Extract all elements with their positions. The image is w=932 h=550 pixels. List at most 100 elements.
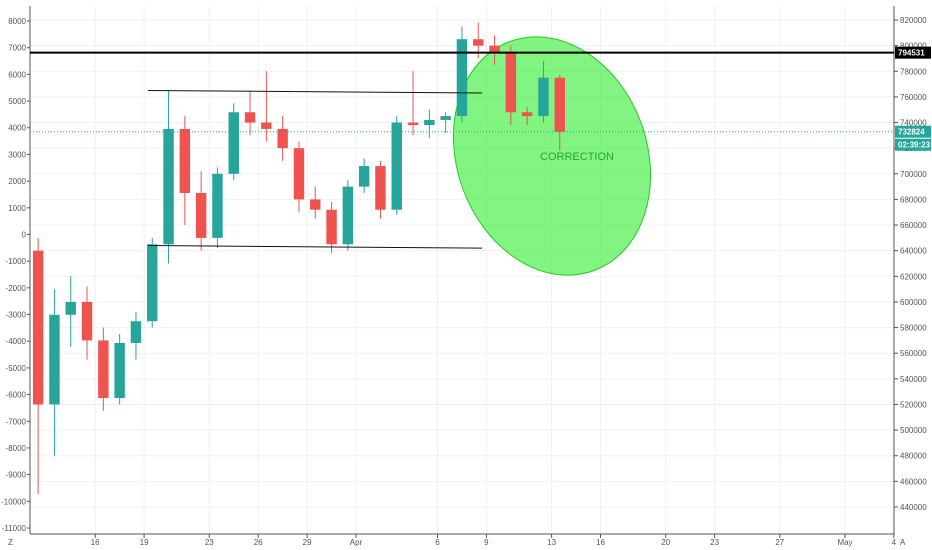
candle-body [65, 301, 76, 315]
candle-body [342, 186, 354, 245]
candle-body [473, 39, 484, 46]
x-tick-label: May [837, 538, 852, 547]
candle-body [440, 116, 451, 120]
right-tick-label: 520000 [900, 400, 927, 409]
left-axis-ticks: 8000 7000 6000 5000 4000 3000 2000 1000 0 -1000 -2… [1, 17, 30, 533]
left-tick-label: -8000 [6, 444, 27, 453]
resistance-badge [895, 46, 931, 59]
right-tick-label: 740000 [900, 119, 927, 128]
candle-body [277, 128, 288, 149]
candle-body [81, 301, 93, 341]
left-tick-label: -3000 [6, 311, 27, 320]
candles [32, 22, 565, 495]
left-tick-label: -2000 [6, 284, 27, 293]
left-tick-label: 6000 [8, 70, 26, 79]
left-tick-label: -5000 [6, 364, 27, 373]
candle-body [98, 340, 109, 399]
trend-line-upper [148, 89, 483, 94]
candle-body [521, 112, 533, 117]
right-tick-label: 580000 [900, 324, 927, 333]
current-price-badge-label: 732824 [898, 128, 925, 137]
right-axis-ticks: 8200008000007800007600007400007200007000… [894, 16, 927, 512]
overlays [30, 51, 894, 249]
left-tick-label: 5000 [8, 97, 26, 106]
candle-body [147, 244, 158, 322]
x-tick-label: 9 [484, 538, 489, 547]
x-tick-label: 23 [205, 538, 214, 547]
left-tick-label: 0 [22, 230, 27, 239]
left-tick-label: 1000 [8, 204, 26, 213]
left-tick-label: -6000 [6, 391, 27, 400]
candle-body [32, 250, 44, 405]
right-tick-label: 800000 [900, 42, 927, 51]
right-tick-label: 440000 [900, 503, 927, 512]
left-tick-label: -11000 [2, 524, 27, 533]
candle-body [310, 199, 321, 210]
right-tick-label: 680000 [900, 195, 927, 204]
correction-label: CORRECTION [540, 151, 614, 163]
right-tick-label: 560000 [900, 349, 927, 358]
right-tick-label: 480000 [900, 452, 927, 461]
candle-body [244, 112, 256, 123]
candle-body [407, 122, 419, 126]
candle-body [424, 119, 435, 126]
candle-body [358, 166, 370, 187]
left-tick-label: -4000 [6, 337, 27, 346]
right-tick-label: 640000 [900, 247, 927, 256]
left-tick-label: 2000 [8, 177, 26, 186]
annotation-layer: CORRECTION [452, 36, 652, 276]
right-tick-label: 660000 [900, 221, 927, 230]
left-tick-label: -7000 [6, 417, 27, 426]
x-tick-label: 4 [892, 538, 897, 547]
left-tick-label: 4000 [8, 124, 26, 133]
countdown-badge-label: 02:39:23 [898, 141, 931, 150]
left-tick-label: 3000 [8, 150, 26, 159]
right-tick-label: 620000 [900, 272, 927, 281]
candle-body [130, 321, 142, 343]
left-tick-label: -9000 [6, 471, 27, 480]
candle-body [261, 122, 272, 129]
x-axis-ticks: 16 19 23 26 29 Apr 6 9 13 16 20 23 27 May 4 [91, 534, 897, 547]
x-tick-label: 6 [435, 538, 440, 547]
candle-body [391, 122, 402, 210]
price-badges: 794531 732824 02:39:23 [895, 46, 931, 151]
candle-body [538, 77, 549, 117]
candle-body [179, 128, 191, 194]
candle-body [163, 128, 174, 245]
x-tick-label: 23 [710, 538, 719, 547]
corner-label-right: A [900, 538, 906, 547]
x-tick-label: Apr [350, 538, 363, 547]
correction-ellipse [452, 36, 652, 276]
right-tick-label: 700000 [900, 170, 927, 179]
candle-body [554, 77, 565, 132]
x-tick-label: 16 [91, 538, 100, 547]
right-tick-label: 760000 [900, 93, 927, 102]
candle-body [375, 166, 386, 210]
candle-body [505, 52, 517, 113]
candle-body [489, 45, 500, 53]
candle-body [114, 342, 125, 399]
x-tick-label: 26 [254, 538, 263, 547]
candle-body [293, 148, 305, 200]
x-tick-label: 20 [661, 538, 670, 547]
right-tick-label: 540000 [900, 375, 927, 384]
right-tick-label: 600000 [900, 298, 927, 307]
x-tick-label: 19 [140, 538, 149, 547]
trend-line-lower [148, 245, 483, 249]
countdown-badge [895, 138, 931, 151]
candle-body [228, 112, 239, 174]
candle-body [195, 193, 207, 238]
candle-body [326, 209, 337, 245]
right-tick-label: 460000 [900, 477, 927, 486]
current-price-badge [895, 125, 931, 138]
right-tick-label: 500000 [900, 426, 927, 435]
candle-body [49, 314, 60, 405]
right-tick-label: 780000 [900, 67, 927, 76]
left-tick-label: -10000 [1, 497, 26, 506]
candle-body [456, 39, 468, 117]
left-tick-label: 7000 [8, 44, 26, 53]
candle-body [212, 173, 223, 238]
